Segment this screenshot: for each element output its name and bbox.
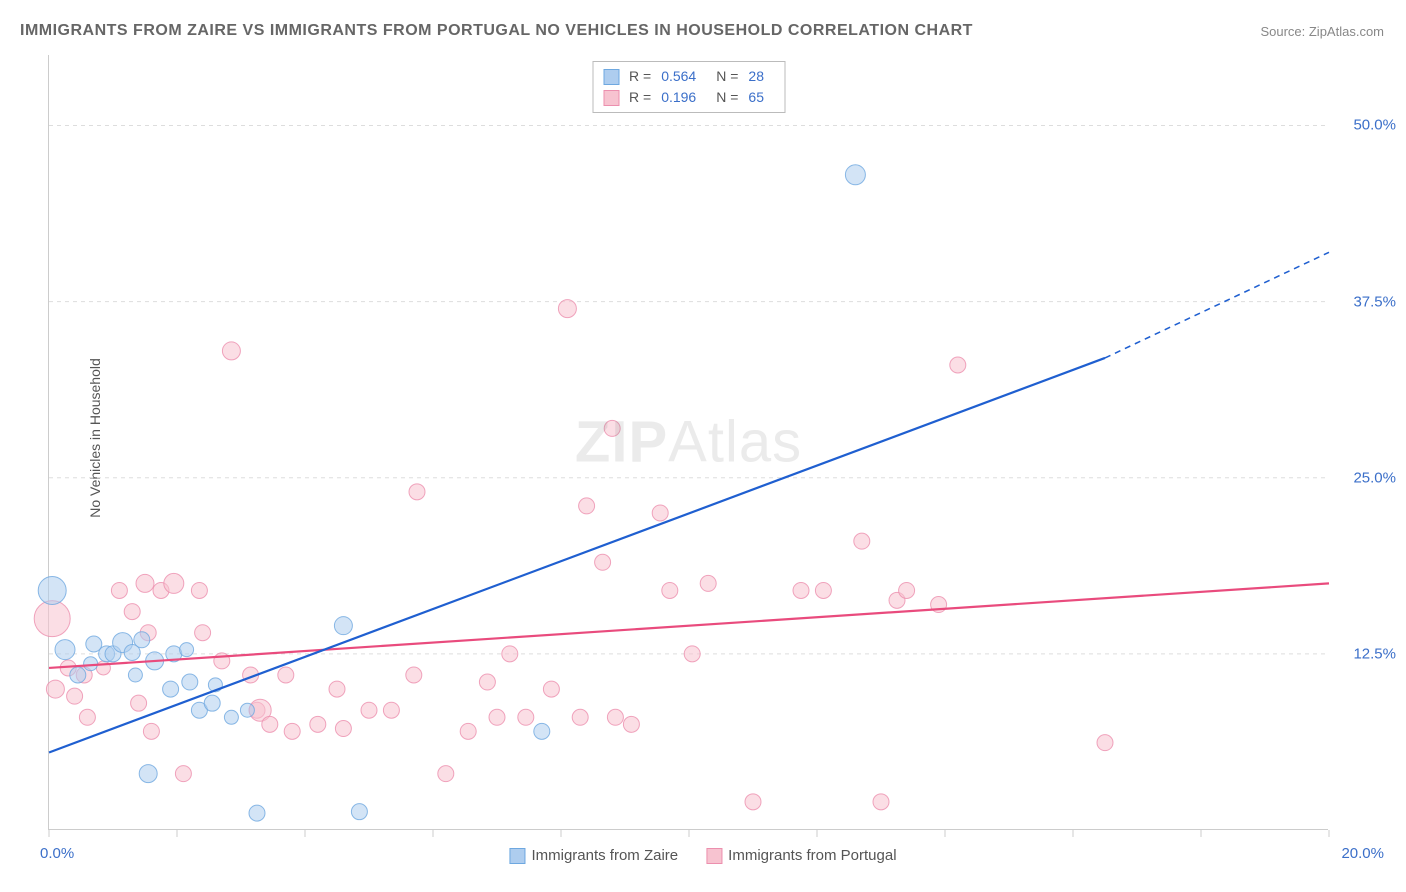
- stats-row-portugal: R = 0.196 N = 65: [603, 87, 764, 108]
- swatch-zaire-icon: [509, 848, 525, 864]
- y-tick-label: 12.5%: [1353, 645, 1396, 662]
- r-label: R =: [629, 87, 651, 108]
- legend-item-zaire: Immigrants from Zaire: [509, 847, 678, 864]
- r-value-zaire: 0.564: [661, 66, 696, 87]
- bottom-legend: Immigrants from Zaire Immigrants from Po…: [509, 847, 896, 864]
- x-max-label: 20.0%: [1341, 845, 1384, 862]
- y-tick-label: 25.0%: [1353, 469, 1396, 486]
- n-label: N =: [716, 66, 738, 87]
- swatch-zaire: [603, 69, 619, 85]
- legend-label-zaire: Immigrants from Zaire: [531, 847, 678, 864]
- legend-item-portugal: Immigrants from Portugal: [706, 847, 896, 864]
- plot-area: ZIPAtlas R = 0.564 N = 28 R = 0.196 N = …: [48, 55, 1328, 830]
- x-min-label: 0.0%: [40, 845, 74, 862]
- r-value-portugal: 0.196: [661, 87, 696, 108]
- stats-row-zaire: R = 0.564 N = 28: [603, 66, 764, 87]
- chart-title: IMMIGRANTS FROM ZAIRE VS IMMIGRANTS FROM…: [20, 22, 973, 40]
- y-tick-label: 37.5%: [1353, 293, 1396, 310]
- legend-label-portugal: Immigrants from Portugal: [728, 847, 896, 864]
- chart-svg: [49, 55, 1328, 829]
- y-tick-label: 50.0%: [1353, 117, 1396, 134]
- stats-legend-box: R = 0.564 N = 28 R = 0.196 N = 65: [592, 61, 785, 113]
- source-attribution: Source: ZipAtlas.com: [1260, 24, 1384, 39]
- n-value-zaire: 28: [748, 66, 764, 87]
- r-label: R =: [629, 66, 651, 87]
- n-value-portugal: 65: [748, 87, 764, 108]
- swatch-portugal-icon: [706, 848, 722, 864]
- n-label: N =: [716, 87, 738, 108]
- swatch-portugal: [603, 90, 619, 106]
